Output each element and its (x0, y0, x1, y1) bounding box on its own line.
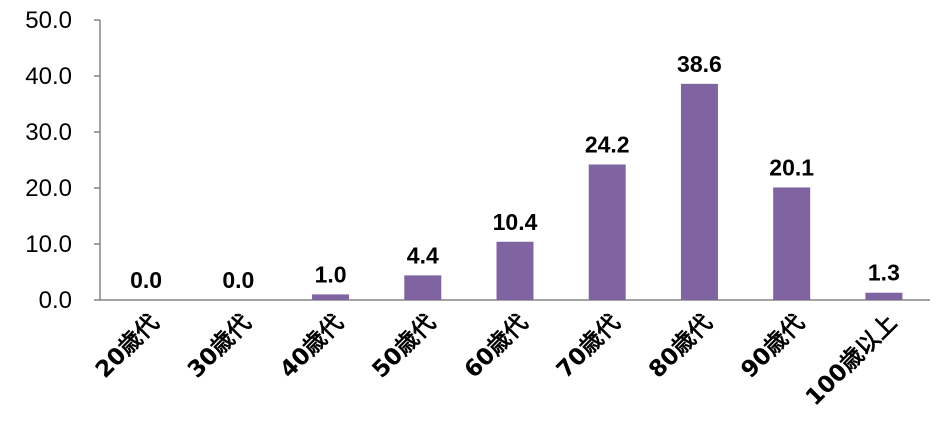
bar (865, 292, 903, 300)
bar (496, 241, 534, 300)
data-labels-group: 0.0 0.0 1.0 4.4 10.4 24.2 38.6 20.1 1.3 (130, 51, 900, 293)
bar (680, 83, 718, 300)
data-label: 10.4 (493, 209, 538, 235)
bar (312, 294, 350, 300)
bar (588, 164, 626, 300)
category-label: 30歳代 (183, 310, 257, 384)
bars-group (312, 83, 903, 300)
data-label: 24.2 (585, 131, 630, 157)
category-label: 60歳代 (460, 310, 534, 384)
category-label: 70歳代 (552, 310, 626, 384)
data-label: 4.4 (407, 242, 439, 268)
category-label: 40歳代 (275, 310, 349, 384)
category-label: 80歳代 (644, 310, 718, 384)
category-label: 20歳代 (91, 310, 165, 384)
y-tick-label: 30.0 (25, 119, 72, 146)
y-tick-label: 10.0 (25, 231, 72, 258)
category-label: 100歳以上 (801, 310, 902, 411)
data-label: 38.6 (677, 51, 722, 77)
bar (773, 187, 811, 300)
y-axis: 0.0 10.0 20.0 30.0 40.0 50.0 (25, 7, 101, 314)
data-label: 1.0 (315, 261, 347, 287)
data-label: 0.0 (130, 267, 162, 293)
y-tick-label: 0.0 (39, 287, 72, 314)
data-label: 1.3 (868, 260, 900, 286)
y-tick-label: 50.0 (25, 7, 72, 34)
bar (404, 275, 442, 300)
data-label: 0.0 (222, 267, 254, 293)
y-tick-label: 20.0 (25, 175, 72, 202)
y-tick-label: 40.0 (25, 63, 72, 90)
data-label: 20.1 (769, 154, 814, 180)
category-label: 50歳代 (367, 310, 441, 384)
category-label: 90歳代 (736, 310, 810, 384)
